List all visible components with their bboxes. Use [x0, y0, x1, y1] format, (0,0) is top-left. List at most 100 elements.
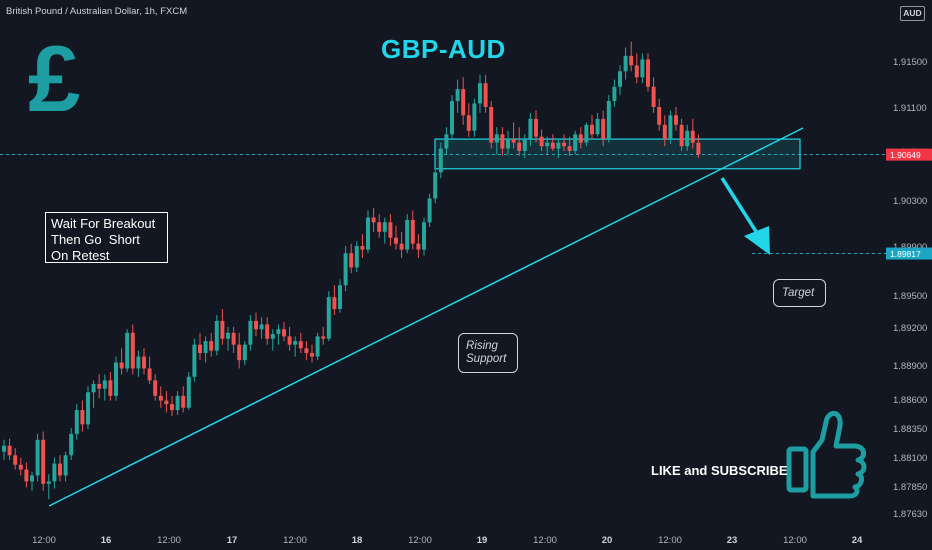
- rising-support-callout[interactable]: Rising Support: [458, 333, 518, 373]
- candle: [259, 317, 264, 339]
- target-price-tag: 1.89817: [890, 248, 921, 259]
- candle: [24, 462, 29, 488]
- candle-body: [259, 324, 264, 330]
- candle-body: [623, 55, 628, 72]
- candle-body: [674, 115, 678, 125]
- candle-body: [242, 344, 247, 361]
- candle-body: [41, 439, 46, 484]
- callout-line: Rising: [466, 340, 498, 352]
- candle: [237, 332, 242, 369]
- candle-body: [478, 83, 482, 104]
- candle-body: [489, 106, 494, 143]
- candle: [30, 471, 34, 491]
- candle-body: [494, 134, 499, 143]
- candle: [500, 127, 505, 156]
- candle: [332, 285, 337, 315]
- candle-body: [276, 329, 281, 335]
- time-axis[interactable]: 12:00 16 12:00 17 12:00 18 12:00 19 12:00 20 12:00…: [0, 528, 932, 550]
- candle-body: [662, 124, 667, 140]
- candle: [114, 356, 118, 401]
- candle-body: [371, 217, 376, 223]
- candle: [63, 451, 68, 482]
- candle-body: [220, 320, 225, 339]
- candle-body: [338, 285, 342, 310]
- candle-body: [58, 463, 62, 476]
- candle: [595, 112, 600, 137]
- candle: [97, 374, 102, 399]
- candle-body: [550, 142, 555, 149]
- candle-body: [354, 246, 359, 268]
- candle: [102, 374, 107, 401]
- candle-body: [562, 142, 566, 147]
- note-line: On Retest: [51, 248, 110, 263]
- candle-body: [231, 332, 236, 345]
- candle: [248, 314, 253, 351]
- candle-body: [584, 124, 589, 143]
- candle-body: [646, 59, 650, 87]
- time-tick-label: 16: [101, 535, 112, 546]
- candle: [315, 332, 320, 361]
- symbol-title: British Pound / Australian Dollar, 1h, F…: [6, 6, 188, 17]
- candle: [147, 356, 152, 384]
- candle: [136, 350, 141, 377]
- price-tick-label: 1.88600: [893, 395, 927, 406]
- candle: [584, 122, 589, 147]
- candle-body: [147, 368, 152, 381]
- candle-body: [153, 380, 158, 396]
- candle-body: [696, 142, 701, 155]
- target-arrow[interactable]: [720, 177, 770, 255]
- candle: [433, 166, 438, 204]
- current-price-tag: 1.90649: [890, 149, 921, 160]
- candle: [573, 130, 578, 155]
- candle-body: [203, 341, 208, 354]
- currency-badge[interactable]: AUD: [900, 6, 925, 21]
- candle-body: [270, 334, 275, 339]
- candle-body: [13, 455, 18, 465]
- candle: [405, 213, 410, 254]
- candle: [528, 112, 533, 147]
- candle: [472, 98, 477, 137]
- candle-body: [578, 134, 583, 143]
- candle: [310, 344, 314, 363]
- candle: [489, 101, 494, 149]
- candle: [534, 110, 538, 143]
- candle-body: [164, 400, 169, 405]
- candle: [466, 103, 471, 137]
- rising-support-line[interactable]: [48, 127, 804, 507]
- thumb-cuff: [786, 446, 809, 493]
- candle-body: [657, 106, 662, 125]
- candle: [506, 130, 510, 155]
- price-tick-label: 1.87850: [893, 482, 927, 493]
- price-axis[interactable]: 1.915001.911001.907001.903001.899001.895…: [886, 57, 932, 520]
- candle-body: [326, 297, 331, 339]
- price-tick-label: 1.89200: [893, 323, 927, 334]
- candle-body: [30, 475, 34, 482]
- candle-body: [332, 297, 337, 310]
- candle-body: [472, 103, 477, 131]
- candle-body: [226, 332, 230, 339]
- candle-body: [483, 83, 488, 107]
- time-tick-label: 12:00: [408, 535, 432, 546]
- candle-body: [158, 395, 163, 401]
- candle: [399, 231, 404, 258]
- candle-body: [573, 134, 578, 151]
- candle: [427, 193, 432, 228]
- candle: [338, 279, 342, 313]
- resistance-zone[interactable]: [434, 138, 801, 170]
- candle-body: [175, 395, 180, 411]
- candle-body: [685, 130, 690, 147]
- note-line: Wait For Breakout: [51, 216, 156, 231]
- candle: [276, 324, 281, 345]
- candle-body: [192, 344, 197, 377]
- time-tick-label: 18: [352, 535, 363, 546]
- candle-body: [679, 124, 684, 147]
- candle: [517, 127, 522, 156]
- candle-body: [416, 243, 421, 250]
- strategy-note: Wait For Breakout Then Go Short On Retes…: [45, 212, 168, 263]
- candle-body: [590, 124, 594, 135]
- target-callout[interactable]: Target: [773, 279, 826, 307]
- candle: [640, 53, 645, 84]
- candle: [612, 79, 617, 107]
- price-tick-label: 1.91100: [893, 103, 927, 114]
